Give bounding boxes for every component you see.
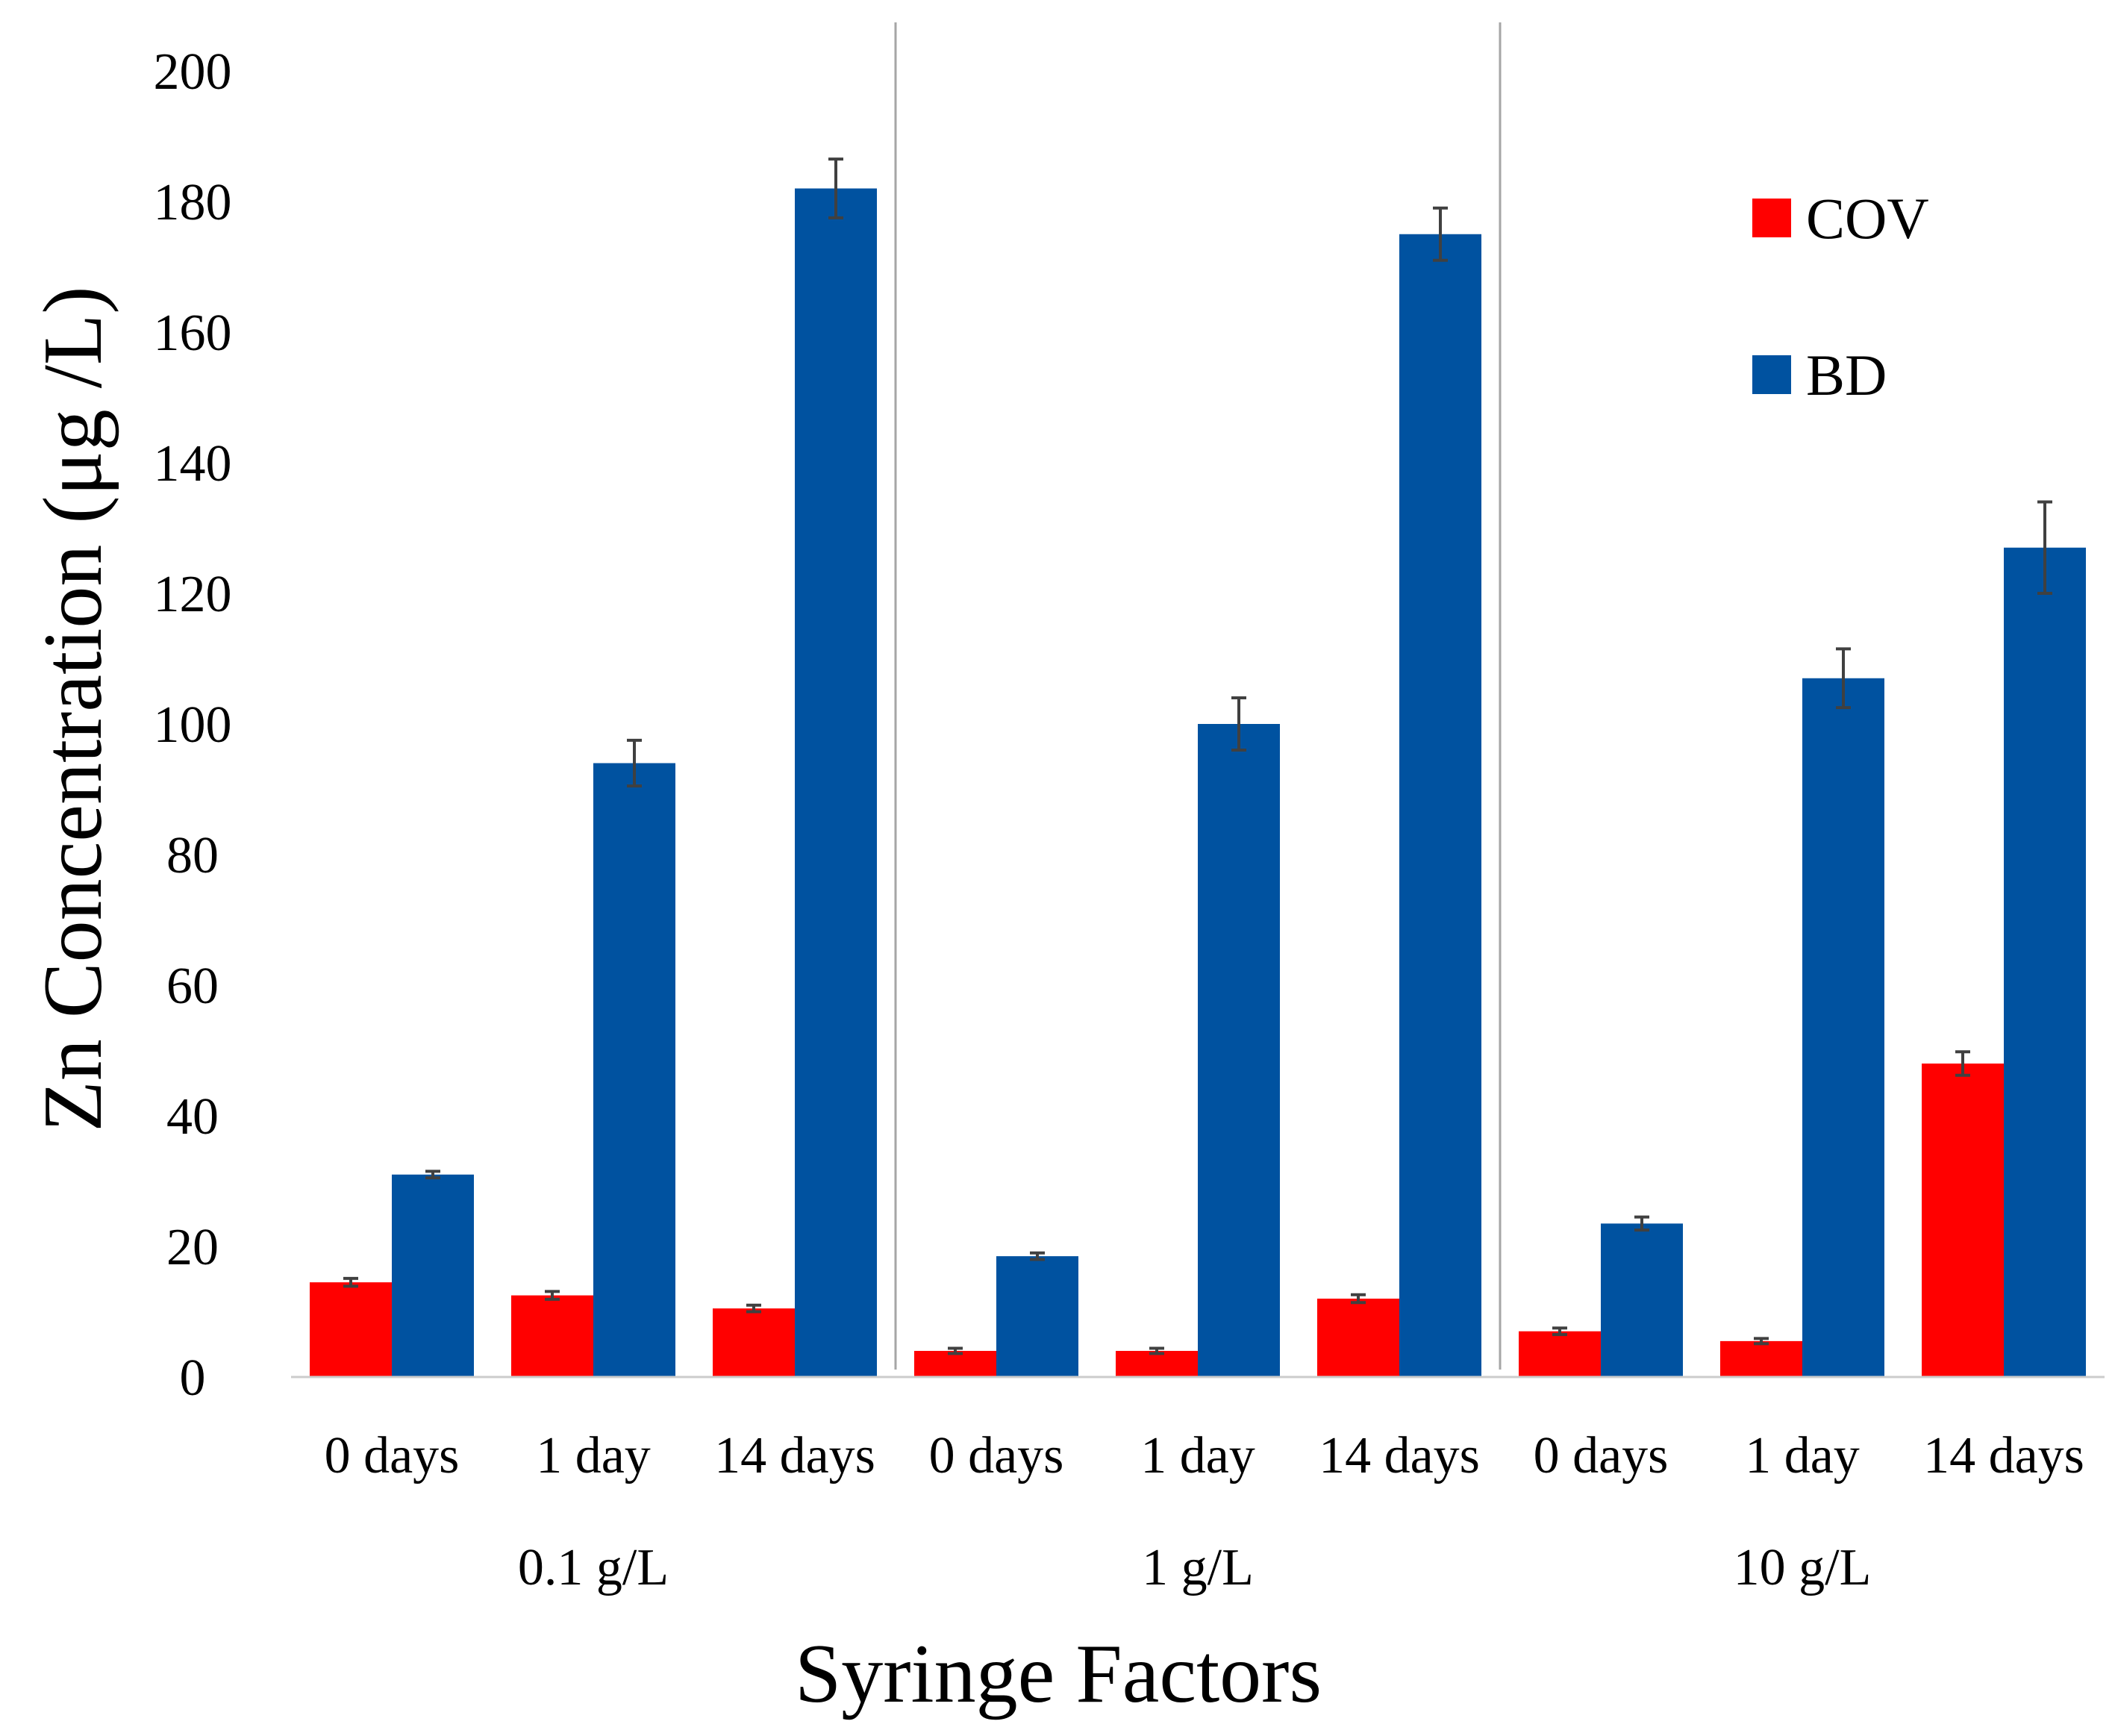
group-labels: 0.1 g/L 1 g/L 10 g/L — [518, 1539, 1871, 1596]
group-label-1: 1 g/L — [1142, 1539, 1254, 1596]
bar-bd-8 — [2004, 547, 2086, 1377]
bar-cov-1 — [511, 1295, 593, 1377]
bar-cov-0 — [310, 1282, 392, 1377]
y-tick-label-140: 140 — [154, 435, 232, 493]
y-tick-label-100: 100 — [154, 696, 232, 754]
group-label-0: 0.1 g/L — [518, 1539, 669, 1596]
x-tick-label-2: 14 days — [714, 1427, 875, 1484]
x-tick-label-1: 1 day — [536, 1427, 651, 1484]
bar-cov-3 — [914, 1351, 996, 1377]
x-tick-label-5: 14 days — [1319, 1427, 1480, 1484]
x-tick-label-8: 14 days — [1923, 1427, 2084, 1484]
bar-bd-2 — [795, 188, 877, 1377]
x-tick-label-0: 0 days — [325, 1427, 460, 1484]
y-axis-title: Zn Concentration (μg /L) — [27, 286, 119, 1131]
y-tick-label-180: 180 — [154, 174, 232, 231]
bar-cov-8 — [1922, 1064, 2004, 1377]
bar-cov-2 — [713, 1308, 795, 1377]
bar-bd-0 — [392, 1174, 474, 1377]
bar-bd-6 — [1601, 1223, 1683, 1377]
x-tick-label-4: 1 day — [1140, 1427, 1255, 1484]
bar-cov-7 — [1720, 1340, 1802, 1377]
bar-cov-6 — [1519, 1331, 1601, 1377]
bar-cov-5 — [1317, 1299, 1399, 1377]
legend-label-cov: COV — [1806, 186, 1929, 251]
y-tick-label-120: 120 — [154, 566, 232, 623]
y-tick-label-200: 200 — [154, 43, 232, 101]
x-tick-label-7: 1 day — [1745, 1427, 1860, 1484]
y-tick-label-40: 40 — [166, 1088, 219, 1146]
bar-cov-4 — [1116, 1351, 1198, 1377]
x-tick-label-6: 0 days — [1534, 1427, 1669, 1484]
y-tick-label-80: 80 — [166, 827, 219, 884]
y-tick-label-0: 0 — [180, 1349, 206, 1407]
group-label-2: 10 g/L — [1734, 1539, 1872, 1596]
y-tick-labels: 0 20 40 60 80 100 120 140 160 180 200 — [154, 43, 232, 1407]
bar-bd-4 — [1198, 724, 1280, 1377]
y-tick-label-160: 160 — [154, 305, 232, 362]
legend-label-bd: BD — [1806, 343, 1887, 408]
bar-bd-7 — [1802, 678, 1884, 1377]
x-axis-title: Syringe Factors — [795, 1628, 1322, 1720]
bar-bd-3 — [996, 1256, 1078, 1377]
y-tick-label-20: 20 — [166, 1219, 219, 1276]
legend-swatch-cov — [1752, 199, 1791, 237]
bar-bd-1 — [593, 763, 675, 1377]
group-separators — [894, 22, 1502, 1370]
bars-layer — [310, 188, 2086, 1377]
legend-swatch-bd — [1752, 355, 1791, 394]
bar-bd-5 — [1399, 234, 1481, 1377]
legend: COV BD — [1752, 186, 1929, 408]
error-bars-layer — [343, 157, 2052, 1355]
x-tick-labels: 0 days 1 day 14 days 0 days 1 day 14 days 0 da… — [325, 1427, 2084, 1484]
x-tick-label-3: 0 days — [929, 1427, 1064, 1484]
y-tick-label-60: 60 — [166, 958, 219, 1015]
